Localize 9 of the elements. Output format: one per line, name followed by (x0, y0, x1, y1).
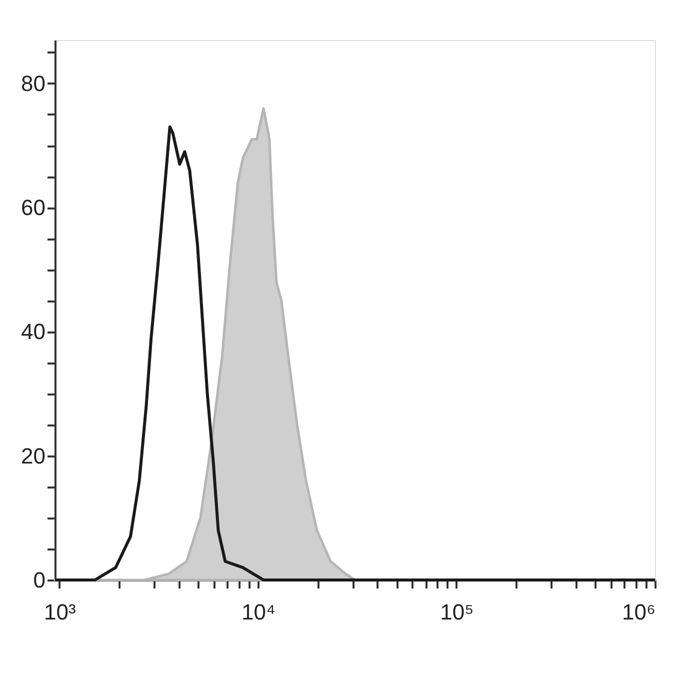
y-tick-label: 80 (21, 70, 46, 96)
y-tick-label: 0 (33, 568, 46, 592)
x-tick-label: 10⁴ (241, 600, 276, 624)
y-tick-label: 40 (21, 319, 46, 344)
x-tick-label: 10⁵ (440, 600, 474, 624)
x-tick-label: 10⁶ (622, 600, 656, 624)
y-tick-label: 60 (21, 195, 46, 220)
y-tick-label: 20 (21, 443, 46, 468)
x-tick-label: 10³ (44, 600, 76, 624)
